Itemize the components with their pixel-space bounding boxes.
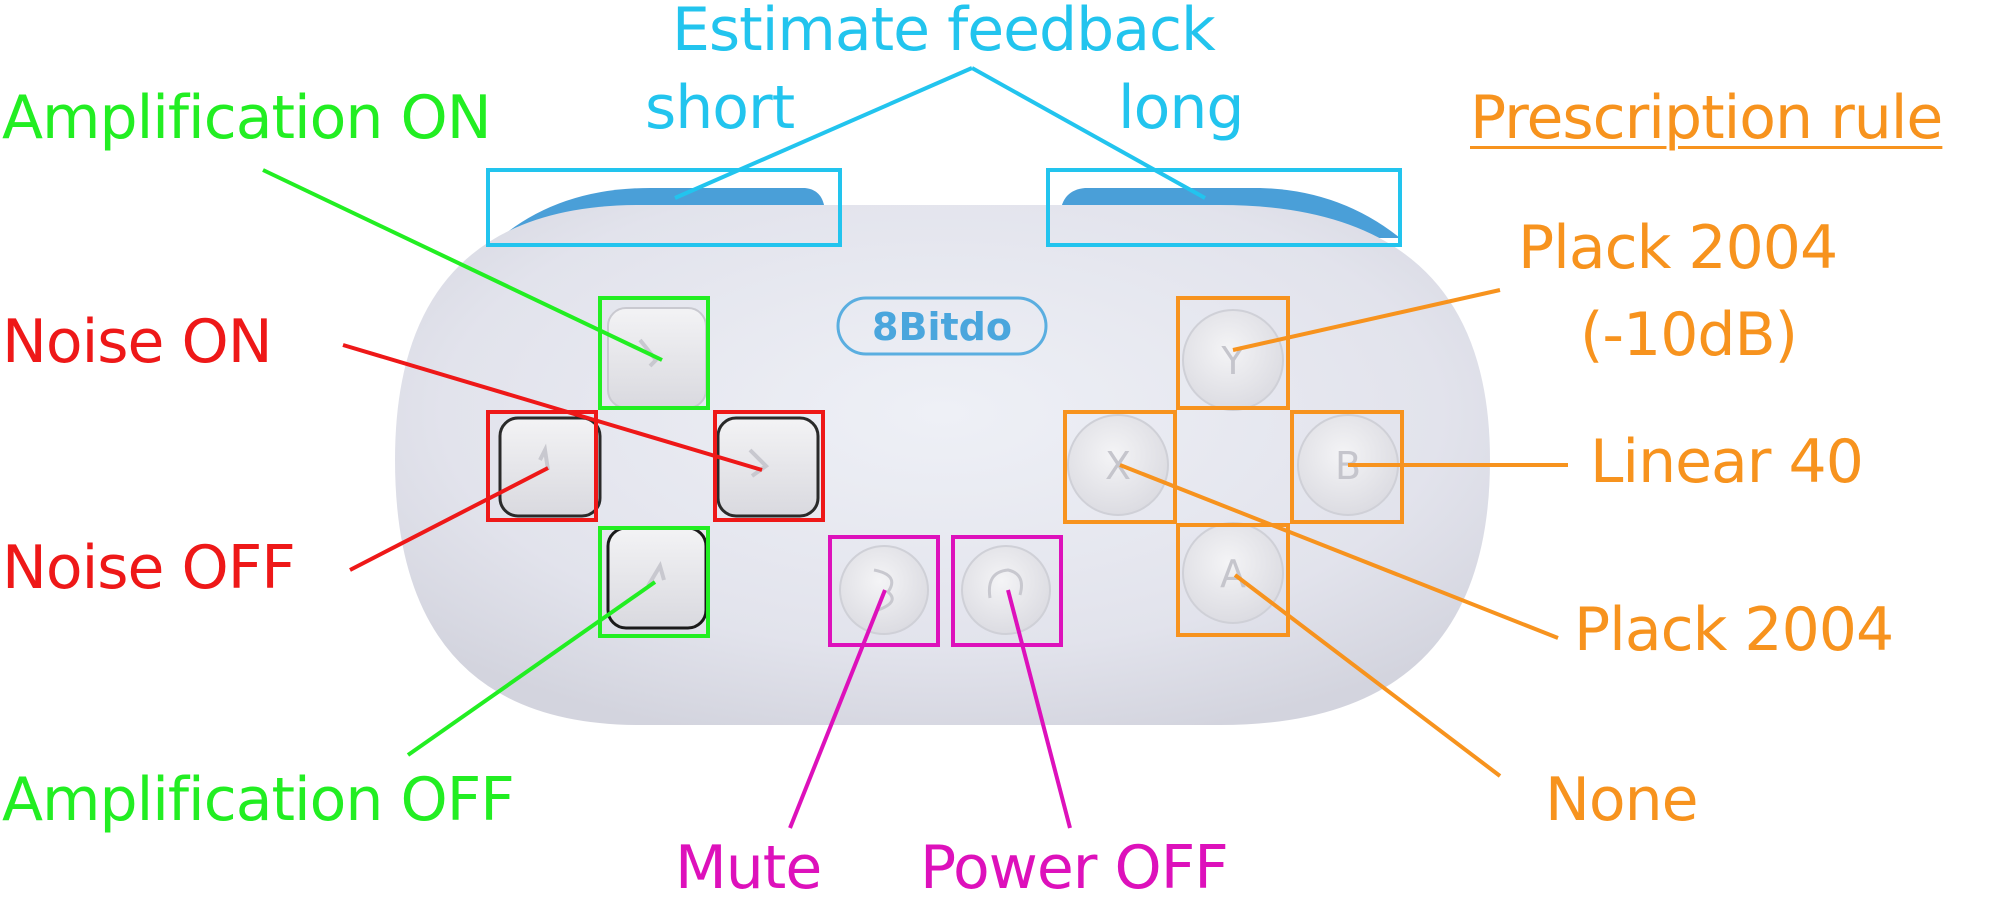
x-button[interactable]: X <box>1067 414 1169 516</box>
power-off-label: Power OFF <box>920 833 1229 903</box>
short-leader-line <box>674 66 973 200</box>
estimate-feedback-label: Estimate feedback <box>672 0 1216 65</box>
feedback-annotations <box>486 66 1402 247</box>
dpad-right-highlight-box <box>713 410 825 522</box>
mute-label: Mute <box>675 833 822 903</box>
select-glyph-icon <box>873 568 894 612</box>
plack-2004-leader-line <box>1119 463 1559 640</box>
long-label: long <box>1118 73 1244 143</box>
start-glyph-icon <box>987 568 1023 599</box>
select-highlight-box <box>828 535 940 647</box>
amplification-off-label: Amplification OFF <box>2 765 515 835</box>
plack-10db-leader-line <box>1232 288 1501 352</box>
dpad-down-highlight-box <box>598 526 710 638</box>
long-leader-line <box>971 66 1206 200</box>
system-annotations <box>788 535 1072 829</box>
dpad-left-highlight-box <box>486 410 598 522</box>
svg-text:Y: Y <box>1220 339 1245 383</box>
noise-on-label: Noise ON <box>2 307 273 377</box>
y-button-highlight-box <box>1176 296 1290 410</box>
dpad-left-button[interactable] <box>498 416 602 518</box>
plack-2004-10db-label-line2: (-10dB) <box>1580 300 1798 370</box>
start-button[interactable] <box>961 545 1051 635</box>
mute-leader-line <box>788 589 887 829</box>
short-label: short <box>645 73 795 143</box>
plack-2004-10db-label-line1: Plack 2004 <box>1518 213 1838 283</box>
a-button-highlight-box <box>1176 523 1290 637</box>
noise-off-label: Noise OFF <box>2 533 296 603</box>
dpad-down-arrow-icon <box>646 561 666 588</box>
prescription-rule-heading: Prescription rule <box>1470 83 1943 153</box>
brand-logo: 8Bitdo <box>836 296 1048 356</box>
face-buttons: Y X B A <box>1067 309 1399 624</box>
noise-on-leader-line <box>342 343 763 472</box>
x-button-highlight-box <box>1063 410 1177 524</box>
amplification-off-leader-line <box>406 580 657 757</box>
left-shoulder-highlight-box <box>486 168 842 247</box>
power-off-leader-line <box>1006 589 1072 829</box>
svg-text:A: A <box>1220 552 1246 596</box>
noise-annotations <box>342 343 825 572</box>
noise-off-leader-line <box>349 466 549 572</box>
start-highlight-box <box>951 535 1063 647</box>
dpad-up-arrow-icon <box>638 338 659 368</box>
prescription-annotations <box>1063 288 1568 778</box>
dpad-left-arrow-icon <box>538 443 550 471</box>
amplification-on-label: Amplification ON <box>2 83 492 153</box>
amplification-annotations <box>262 168 710 757</box>
dpad-up-highlight-box <box>598 296 710 410</box>
dpad-right-arrow-icon <box>748 448 770 478</box>
svg-text:8Bitdo: 8Bitdo <box>872 305 1012 349</box>
amplification-on-leader-line <box>262 168 663 362</box>
dpad <box>498 307 820 630</box>
dpad-down-button[interactable] <box>606 526 708 630</box>
y-button[interactable]: Y <box>1182 309 1284 411</box>
plack-2004-label: Plack 2004 <box>1574 595 1894 665</box>
right-shoulder-highlight-box <box>1046 168 1402 247</box>
none-leader-line <box>1233 573 1502 778</box>
a-button[interactable]: A <box>1182 522 1284 624</box>
none-label: None <box>1545 765 1699 835</box>
linear-40-label: Linear 40 <box>1590 427 1864 497</box>
